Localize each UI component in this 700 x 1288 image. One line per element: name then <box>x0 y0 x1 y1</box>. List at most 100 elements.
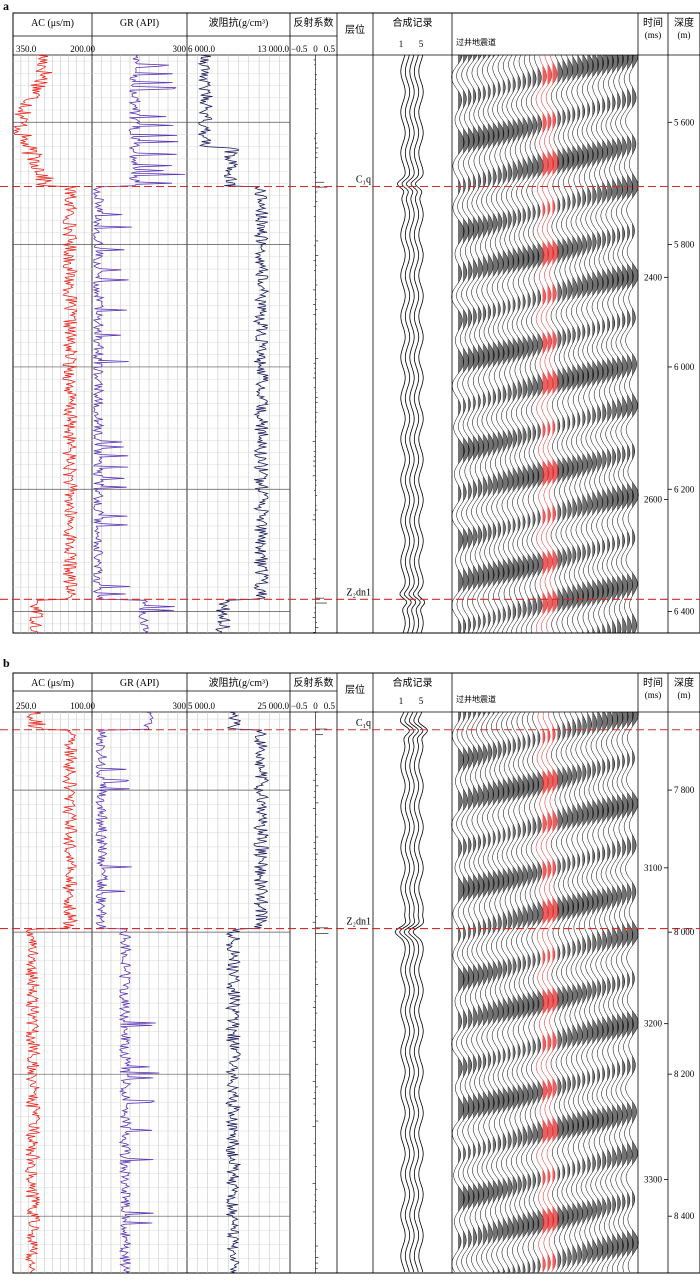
seismic-trace-fill <box>512 55 520 633</box>
synthetic-trace-5: 5 <box>419 39 424 49</box>
seismic-trace <box>471 711 485 1273</box>
impedance-header: 波阻抗(g/cm³) <box>209 676 269 689</box>
well-trace-fill <box>547 55 554 633</box>
time-tick-label: 2400 <box>644 272 663 282</box>
depth-tick-label: 7 800 <box>674 785 695 795</box>
ac-curve <box>25 711 79 1274</box>
seismic-trace <box>451 711 465 1273</box>
depth-tick-label: 6 400 <box>674 607 695 617</box>
impedance-header: 波阻抗(g/cm³) <box>209 16 269 29</box>
seismic-trace-fill <box>577 55 584 633</box>
impedance-scale-right: 13 000.0 <box>258 44 290 54</box>
ac-header: AC (μs/m) <box>31 678 74 689</box>
horizon-header: 层位 <box>345 683 365 696</box>
seismic-trace-fill <box>532 55 539 633</box>
seismic-trace-fill <box>492 55 500 633</box>
synthetic-header: 合成记录 <box>393 676 433 689</box>
seismic-trace-fill <box>587 55 594 633</box>
seismic-trace <box>560 54 575 634</box>
seismic-trace-fill <box>458 712 465 1273</box>
seismic-trace-fill <box>617 55 624 633</box>
seismic-trace <box>575 711 589 1273</box>
time-tick-label: 3200 <box>644 1019 663 1029</box>
seismic-trace-fill <box>572 55 579 633</box>
seismic-trace <box>486 711 500 1273</box>
well-trace-fill <box>547 712 554 1273</box>
ac-curve <box>13 54 79 634</box>
seismic-trace <box>530 54 545 634</box>
seismic-trace-fill <box>607 55 614 633</box>
seismic-trace <box>476 54 490 634</box>
seismic-trace <box>500 711 515 1273</box>
seismic-trace <box>550 54 565 634</box>
horizon-label: C₁q <box>356 175 371 186</box>
rc-scale-left: −0.5 <box>291 44 308 54</box>
seismic-trace-fill <box>602 712 609 1273</box>
well-trace-fill <box>552 55 559 633</box>
seismic-trace <box>456 54 470 634</box>
rc-scale-mid: 0 <box>313 701 318 711</box>
well-trace-fill <box>542 712 549 1273</box>
seismic-trace-fill <box>557 712 564 1273</box>
panel-frame <box>12 672 700 1274</box>
seismic-trace <box>530 711 545 1273</box>
seismic-trace-fill <box>627 55 634 633</box>
seismic-trace-fill <box>567 55 574 633</box>
seismic-trace-fill <box>502 55 510 633</box>
seismic-trace-fill <box>467 712 475 1273</box>
seismic-trace-fill <box>532 712 540 1273</box>
seismic-trace-fill <box>527 55 535 633</box>
seismic-trace <box>560 711 575 1273</box>
seismic-trace-fill <box>472 55 480 633</box>
synthetic-trace-5: 5 <box>419 696 424 706</box>
depth-tick-label: 8 400 <box>674 1211 695 1221</box>
time-tick-label: 3100 <box>644 863 663 873</box>
seismic-trace-fill <box>622 55 629 633</box>
horizon-header: 层位 <box>345 23 365 36</box>
seismic-trace <box>625 55 639 634</box>
depth-unit: (m) <box>678 690 691 700</box>
depth-header: 深度 <box>674 16 694 29</box>
seismic-trace-fill <box>482 55 490 633</box>
imp-curve <box>197 54 270 634</box>
synthetic-record <box>394 711 428 1273</box>
seismic-trace <box>496 54 510 634</box>
synthetic-trace <box>408 711 424 1273</box>
log-grid <box>13 712 290 1273</box>
horizon-label: Z₂dn1 <box>346 587 371 598</box>
horizon-label: Z₂dn1 <box>346 917 371 928</box>
seismic-trace-fill <box>607 712 614 1273</box>
seismic-trace-fill <box>497 55 505 633</box>
well-trace-fill <box>552 712 559 1273</box>
seismic-trace <box>565 711 580 1273</box>
seismic-trace-fill <box>462 55 470 633</box>
seismic-trace-fill <box>517 712 525 1273</box>
time-header: 时间 <box>643 16 663 29</box>
seismic-trace <box>466 711 480 1273</box>
seismic-trace <box>620 54 634 634</box>
well-trace-fill <box>542 55 549 633</box>
seismic-trace <box>461 54 475 634</box>
seismic-trace-fill <box>622 712 629 1273</box>
synthetic-trace <box>406 54 417 634</box>
panel-label: b <box>3 656 10 670</box>
seismic-trace <box>615 54 629 634</box>
seismic-trace-fill <box>617 712 624 1273</box>
seismic-trace-fill <box>577 712 584 1273</box>
gr-curve <box>92 54 186 634</box>
time-tick-label: 3300 <box>644 1175 663 1185</box>
seismic-trace <box>491 711 505 1273</box>
depth-tick-label: 6 200 <box>674 484 695 494</box>
seismic-trace <box>515 711 530 1273</box>
synthetic-trace-1: 1 <box>399 696 404 706</box>
well-trace <box>535 55 550 634</box>
seismic-trace-fill <box>557 55 564 633</box>
seismic-trace-fill <box>522 712 530 1273</box>
gr-curve <box>95 711 160 1274</box>
seismic-trace <box>625 711 639 1273</box>
well-trace <box>540 711 555 1273</box>
seismic-trace-fill <box>567 712 574 1273</box>
rc-scale-mid: 0 <box>313 44 318 54</box>
